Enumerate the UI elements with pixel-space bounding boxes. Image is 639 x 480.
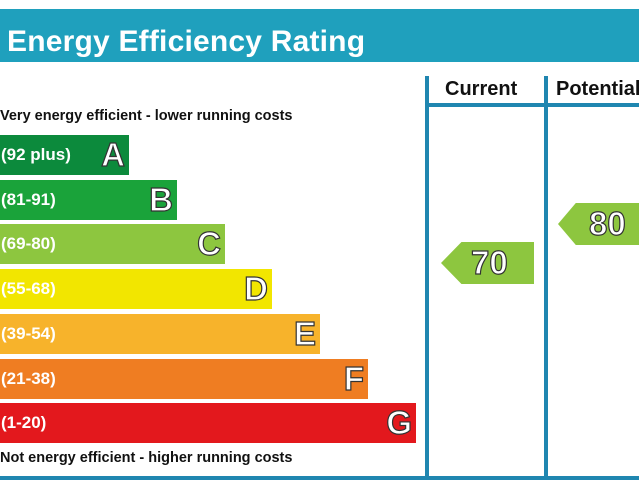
band-range-label: (81-91): [1, 189, 56, 209]
title-bar: Energy Efficiency Rating: [0, 9, 639, 62]
chart-title: Energy Efficiency Rating: [7, 25, 366, 58]
current-column-header: Current: [445, 78, 518, 100]
band-e: (39-54) E: [0, 313, 320, 354]
column-divider-middle: [544, 76, 548, 480]
band-range-label: (55-68): [1, 279, 56, 299]
band-range-label: (1-20): [1, 413, 47, 433]
band-letter: D: [244, 270, 269, 308]
band-range-label: (69-80): [1, 234, 56, 254]
band-c: (69-80) C: [0, 224, 225, 265]
current-rating-arrow: 70: [441, 242, 534, 284]
current-rating-value: 70: [470, 244, 508, 281]
band-f: (21-38) F: [0, 358, 368, 399]
band-letter: B: [149, 180, 174, 218]
bottom-caption: Not energy efficient - higher running co…: [0, 450, 293, 466]
band-g: (1-20) G: [0, 403, 416, 444]
potential-rating-value: 80: [588, 205, 626, 242]
top-caption: Very energy efficient - lower running co…: [0, 108, 293, 124]
band-a: (92 plus) A: [0, 135, 129, 175]
band-range-label: (92 plus): [1, 145, 71, 164]
bottom-border: [0, 476, 639, 480]
column-divider-left: [425, 76, 429, 480]
band-letter: E: [293, 314, 316, 352]
band-letter: F: [343, 359, 364, 397]
band-range-label: (39-54): [1, 323, 56, 343]
band-letter: C: [197, 225, 222, 263]
potential-rating-arrow: 80: [558, 203, 639, 245]
potential-column-header: Potential: [556, 78, 639, 100]
header-divider: [427, 103, 639, 107]
band-range-label: (21-38): [1, 368, 56, 388]
band-letter: G: [386, 404, 413, 442]
band-b: (81-91) B: [0, 179, 177, 220]
band-d: (55-68) D: [0, 269, 272, 310]
band-letter: A: [101, 136, 126, 173]
